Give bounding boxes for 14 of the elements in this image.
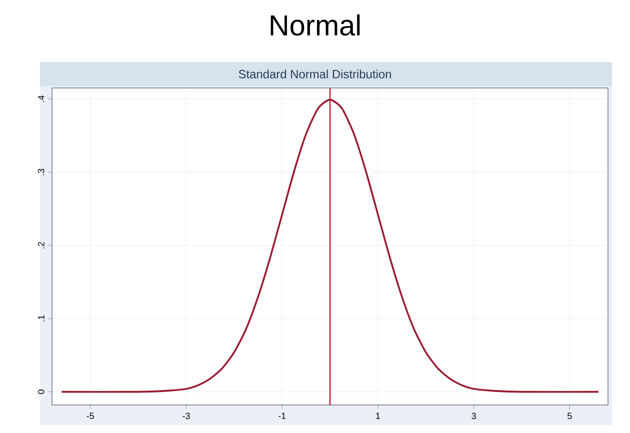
x-tick-label: 5: [568, 412, 572, 420]
y-tick-label: 0: [38, 390, 44, 394]
x-tick-label: -5: [86, 412, 94, 420]
x-tick-label: -3: [182, 412, 190, 420]
chart-title: Normal: [270, 14, 360, 36]
y-tick-label: .2: [38, 242, 44, 248]
y-tick-label: .3: [38, 168, 44, 176]
x-tick-label: 1: [376, 412, 380, 419]
y-tick-label: .4: [38, 95, 44, 102]
x-tick-label: -1: [278, 412, 286, 419]
x-tick-label: 3: [472, 412, 476, 420]
y-tick-label: .1: [38, 315, 44, 322]
chart-subtitle: Standard Normal Distribution: [238, 70, 391, 78]
line-series: [60, 98, 600, 393]
